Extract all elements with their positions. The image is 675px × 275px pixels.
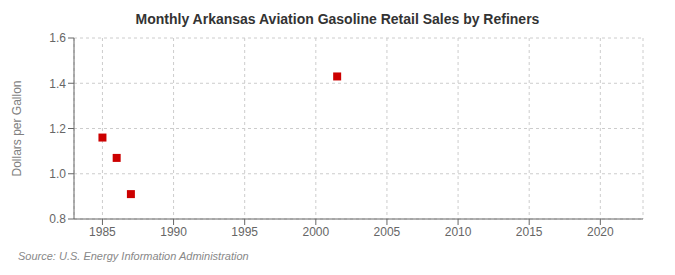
svg-text:Dollars per Gallon: Dollars per Gallon: [10, 80, 24, 176]
html-text:Source: U.S. Energy Informatio: Source: U.S. Energy Information Administ…: [18, 250, 249, 262]
svg-text:1.6: 1.6: [49, 31, 66, 45]
svg-text:2015: 2015: [516, 225, 543, 239]
svg-text:2005: 2005: [374, 225, 401, 239]
svg-text:2000: 2000: [302, 225, 329, 239]
svg-text:1.4: 1.4: [49, 77, 66, 91]
svg-text:2020: 2020: [587, 225, 614, 239]
svg-text:1990: 1990: [160, 225, 187, 239]
svg-text:1.2: 1.2: [49, 122, 66, 136]
svg-text:2010: 2010: [445, 225, 472, 239]
svg-text:0.8: 0.8: [49, 212, 66, 226]
svg-text:1995: 1995: [231, 225, 258, 239]
svg-text:1.0: 1.0: [49, 167, 66, 181]
html-text:Monthly Arkansas Aviation Gaso: Monthly Arkansas Aviation Gasoline Retai…: [135, 11, 540, 27]
svg-text:1985: 1985: [89, 225, 116, 239]
